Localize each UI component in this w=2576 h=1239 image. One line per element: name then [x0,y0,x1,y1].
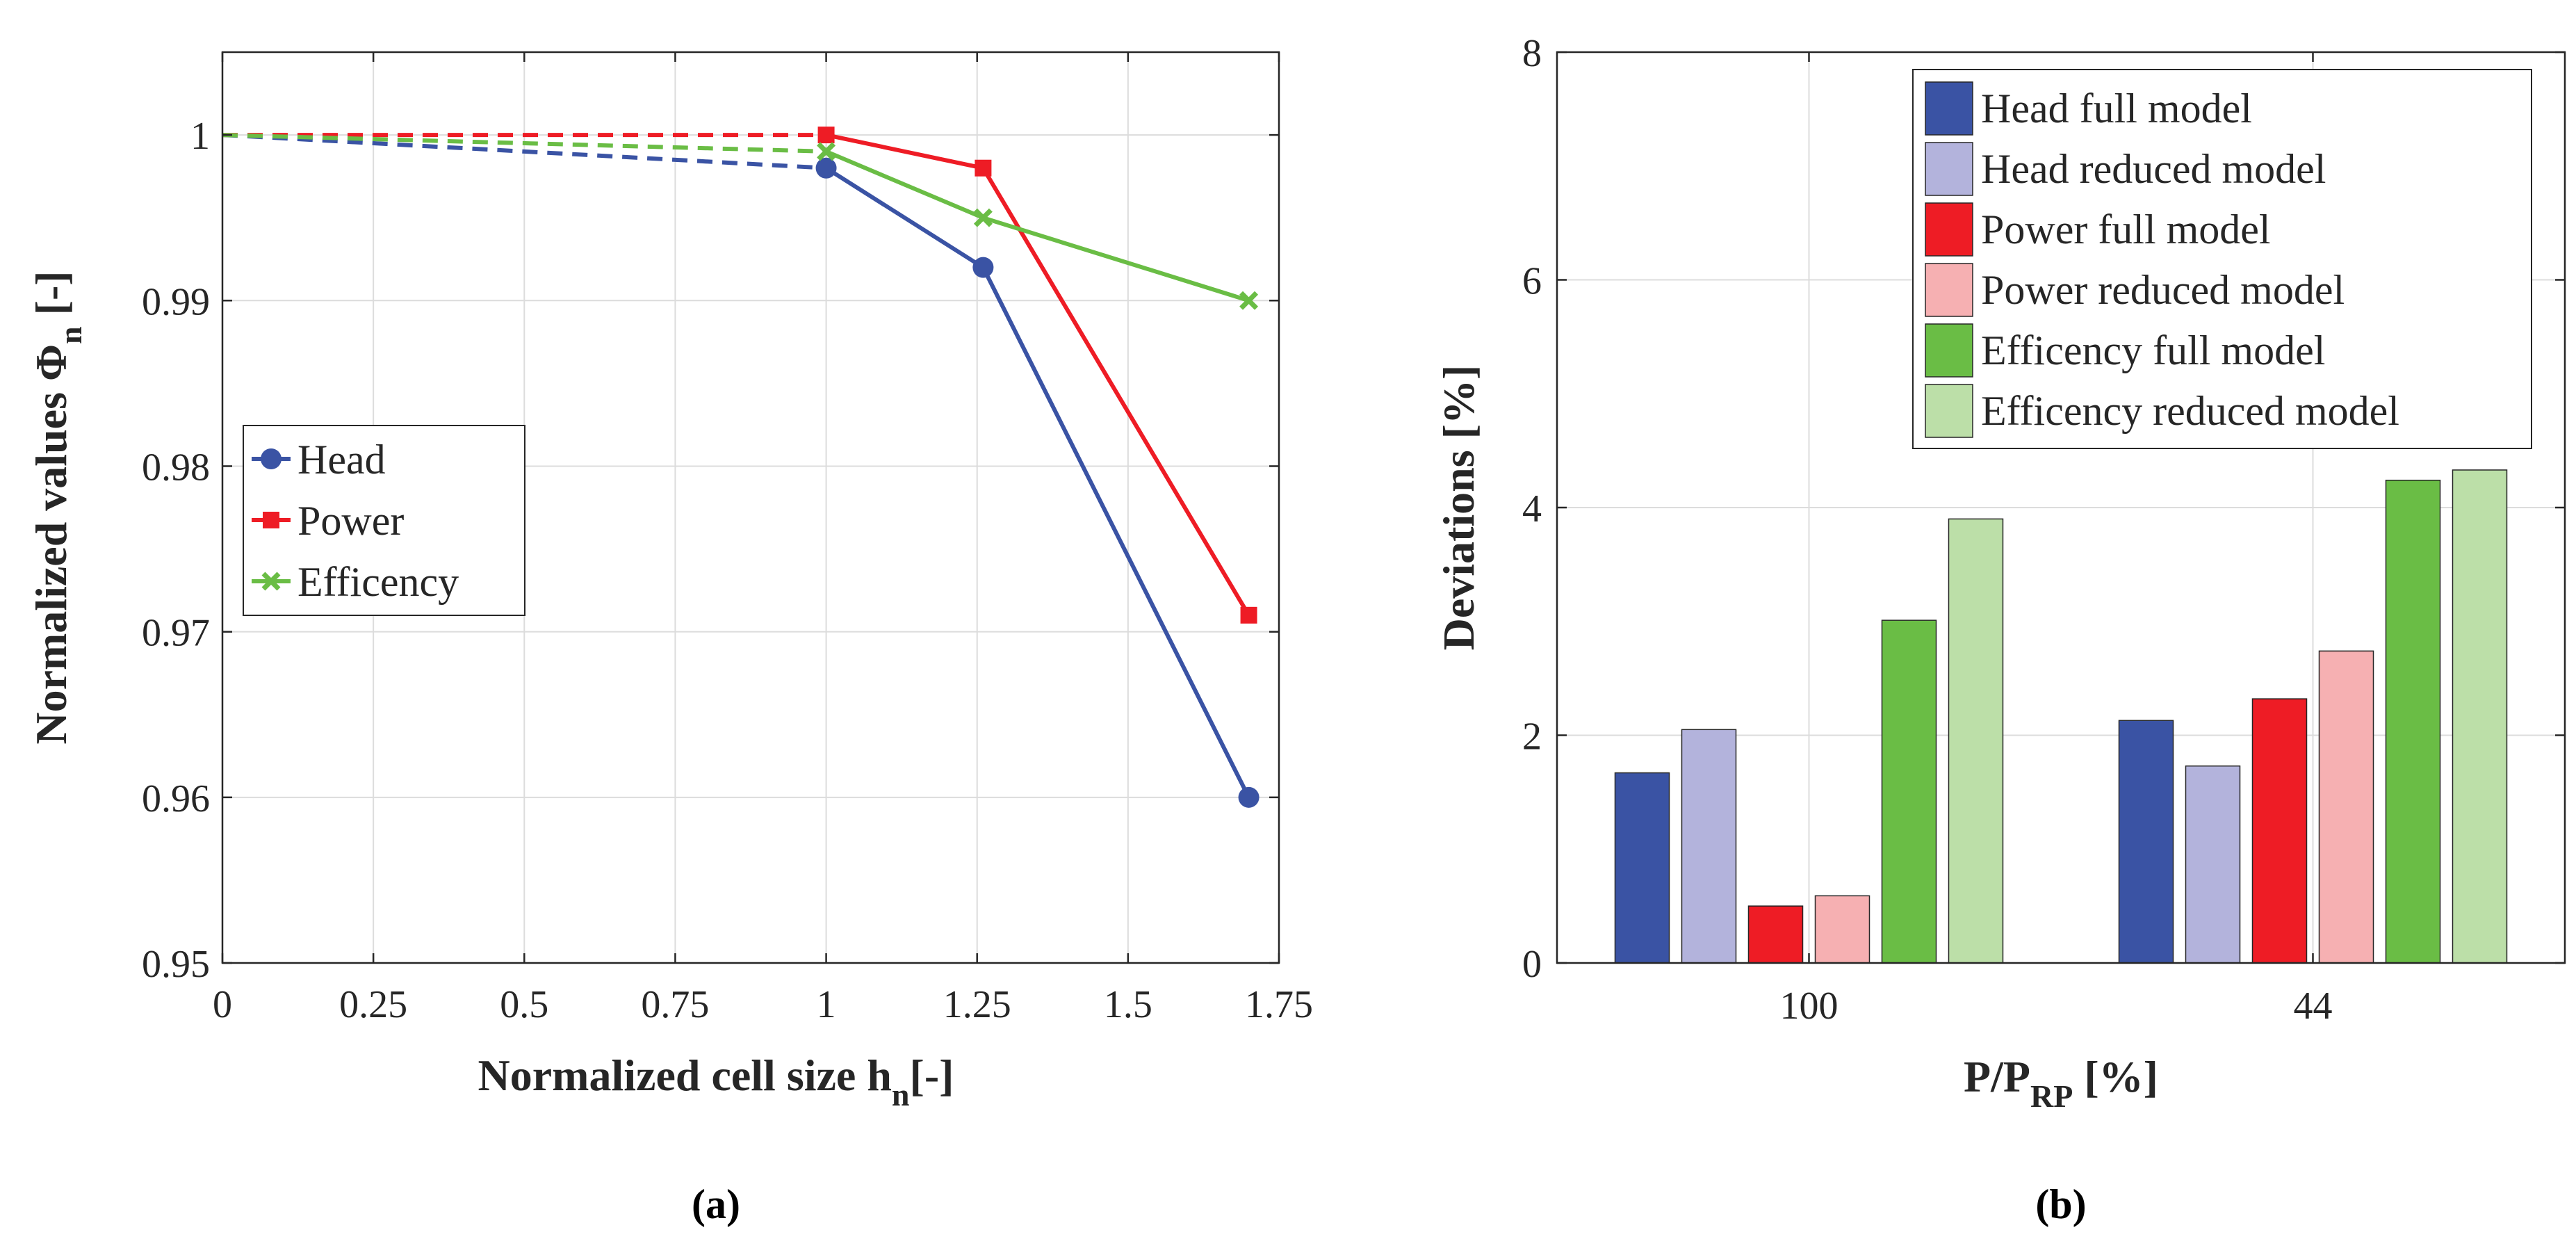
head-full-model-legend-swatch [1925,81,1973,136]
power-full-model-legend-swatch [1925,202,1973,257]
efficency-reduced-model-bar [1948,518,2004,964]
power-reduced-model-legend-swatch [1925,263,1973,317]
head-legend-marker [261,448,282,469]
y-tick-label: 0.95 [142,943,210,986]
head-reduced-model-bar [1681,729,1737,964]
efficency-reduced-model-legend-label: Efficency reduced model [1981,388,2399,434]
y-tick-label: 0 [1522,943,1542,986]
bar-chart-bars [1614,469,2508,964]
y-tick-label: 2 [1522,715,1542,759]
x-tick-label: 1.75 [1245,983,1313,1026]
y-tick-label: 0.97 [142,612,210,655]
y-tick-label: 0.99 [142,280,210,323]
y-tick-label: 0.96 [142,777,210,820]
y-tick-label: 1 [190,115,210,158]
head-full-model-bar [1614,772,1670,964]
bar-chart-panel: 100 44 0 2 4 6 8 P/PRP [%] Deviations [%] Hea… [1434,32,2566,1227]
bar-chart-x-ticks: 100 44 [1780,52,2333,1028]
power-full-model-legend-label: Power full model [1981,206,2271,252]
x-tick-label: 1.25 [943,983,1011,1026]
efficency-legend-marker [261,572,281,591]
power-legend-label: Power [297,498,404,544]
power-reduced-model-bar [2318,650,2374,964]
x-tick-label: 100 [1780,985,1839,1028]
efficency-full-model-legend-swatch [1925,323,1973,378]
head-full-model-legend-label: Head full model [1981,86,2252,131]
x-tick-label: 1 [817,983,836,1026]
head-data-point [972,257,994,278]
power-legend-marker [263,512,279,528]
line-chart-y-axis-label: Normalized values Φn [-] [26,270,88,744]
line-chart-panel: 0 0.25 0.5 0.75 1 1.25 1.5 1.75 0.950.960.970.9… [26,51,1313,1227]
line-chart-axes-box [221,51,1280,964]
power-reduced-model-legend-label: Power reduced model [1981,267,2345,313]
y-tick-label: 8 [1522,32,1542,75]
line-chart-legend: Head Power Efficency [243,425,525,616]
efficency-full-model-bar [1881,620,1937,964]
efficency-full-model-legend-label: Efficency full model [1981,327,2325,373]
power-data-point [1240,606,1257,624]
head-full-model-bar [2118,720,2174,964]
efficency-series-line [825,149,1250,303]
head-legend-label: Head [297,437,386,483]
head-reduced-model-legend-label: Head reduced model [1981,146,2326,192]
line-chart-x-axis-label: Normalized cell size hn[-] [478,1051,954,1112]
power-reduced-model-bar [1814,895,1870,964]
power-data-point [975,159,992,177]
bar-chart-legend: Head full model Head reduced model Power f… [1912,69,2532,449]
y-tick-label: 6 [1522,260,1542,303]
head-data-point [1238,786,1260,808]
line-chart-x-ticks: 0 0.25 0.5 0.75 1 1.25 1.5 1.75 [213,52,1313,1026]
head-reduced-model-legend-swatch [1925,142,1973,196]
head-reduced-model-bar [2185,765,2241,964]
efficency-full-model-bar [2385,479,2441,964]
bar-chart-legend-box [1912,69,2532,449]
efficency-reduced-model-legend-swatch [1925,384,1973,438]
line-chart-y-ticks: 0.95 0.96 0.97 0.98 0.99 1 [142,115,1279,986]
y-tick-label: 4 [1522,487,1542,531]
panel-label-a: (a) [692,1181,740,1227]
power-full-model-bar [2251,698,2308,964]
x-tick-label: 0.25 [339,983,407,1026]
x-tick-label: 0 [213,983,232,1026]
head-extrapolated-line [222,133,826,170]
efficency-reduced-model-bar [2452,469,2508,964]
x-tick-label: 0.75 [641,983,709,1026]
line-chart-series [222,127,1260,808]
bar-chart-y-axis-label: Deviations [%] [1434,365,1483,651]
bar-chart-x-axis-label: P/PRP [%] [1964,1052,2158,1114]
efficency-legend-label: Efficency [297,559,459,605]
x-tick-label: 44 [2294,985,2333,1028]
efficency-extrapolated-line [222,133,826,154]
bar-chart-y-ticks: 0 2 4 6 8 [1522,32,2565,986]
power-full-model-bar [1747,905,1804,964]
x-tick-label: 0.5 [500,983,548,1026]
panel-label-b: (b) [2035,1181,2086,1227]
power-data-point [817,127,835,144]
y-tick-label: 0.98 [142,446,210,489]
head-data-point [815,157,837,179]
efficency-data-point [973,208,993,227]
efficency-data-point [1239,291,1259,310]
efficency-data-point [817,142,836,161]
x-tick-label: 1.5 [1104,983,1152,1026]
